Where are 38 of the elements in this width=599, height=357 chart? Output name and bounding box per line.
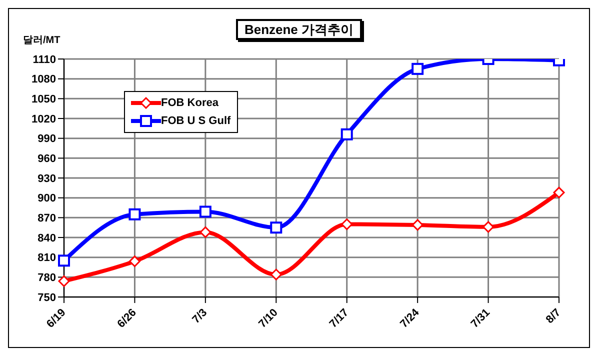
point [199, 206, 212, 218]
point [482, 221, 494, 233]
y-tick-label: 870 [38, 212, 56, 225]
x-tick-label: 6/26 [115, 306, 139, 330]
point [128, 208, 141, 220]
y-tick-label: 1110 [32, 54, 56, 66]
x-tick-label: 7/24 [398, 306, 422, 330]
point [412, 219, 424, 231]
chart-title: Benzene 가격추이 [236, 19, 362, 40]
x-tick-label: 8/7 [544, 306, 564, 326]
y-axis-title: 달러/MT [23, 34, 60, 47]
point [128, 256, 140, 268]
point [341, 218, 353, 230]
point [412, 62, 424, 75]
x-tick-label: 7/31 [468, 306, 492, 330]
point [270, 268, 282, 280]
x-tick-label: 7/3 [190, 306, 210, 326]
x-tick-label: 6/19 [44, 306, 68, 330]
point [58, 254, 70, 267]
point [553, 186, 565, 198]
y-tick-label: 810 [38, 252, 56, 264]
y-tick-label: 1020 [32, 113, 56, 126]
y-tick-label: 840 [38, 232, 56, 244]
y-tick-label: 930 [38, 172, 56, 185]
legend-label: FOB U S Gulf [161, 115, 231, 127]
point [200, 226, 212, 238]
y-tick-label: 960 [38, 153, 56, 166]
x-tick-label: 7/10 [256, 306, 280, 330]
y-tick-label: 990 [38, 133, 56, 146]
y-tick-label: 900 [38, 192, 56, 205]
legend-label: FOB Korea [161, 97, 218, 109]
point [340, 128, 353, 140]
y-tick-label: 1080 [32, 74, 56, 86]
y-tick-label: 1050 [32, 94, 56, 106]
y-tick-label: 780 [38, 272, 56, 284]
point [270, 222, 282, 234]
point [58, 275, 70, 287]
y-tick-label: 750 [38, 292, 56, 304]
